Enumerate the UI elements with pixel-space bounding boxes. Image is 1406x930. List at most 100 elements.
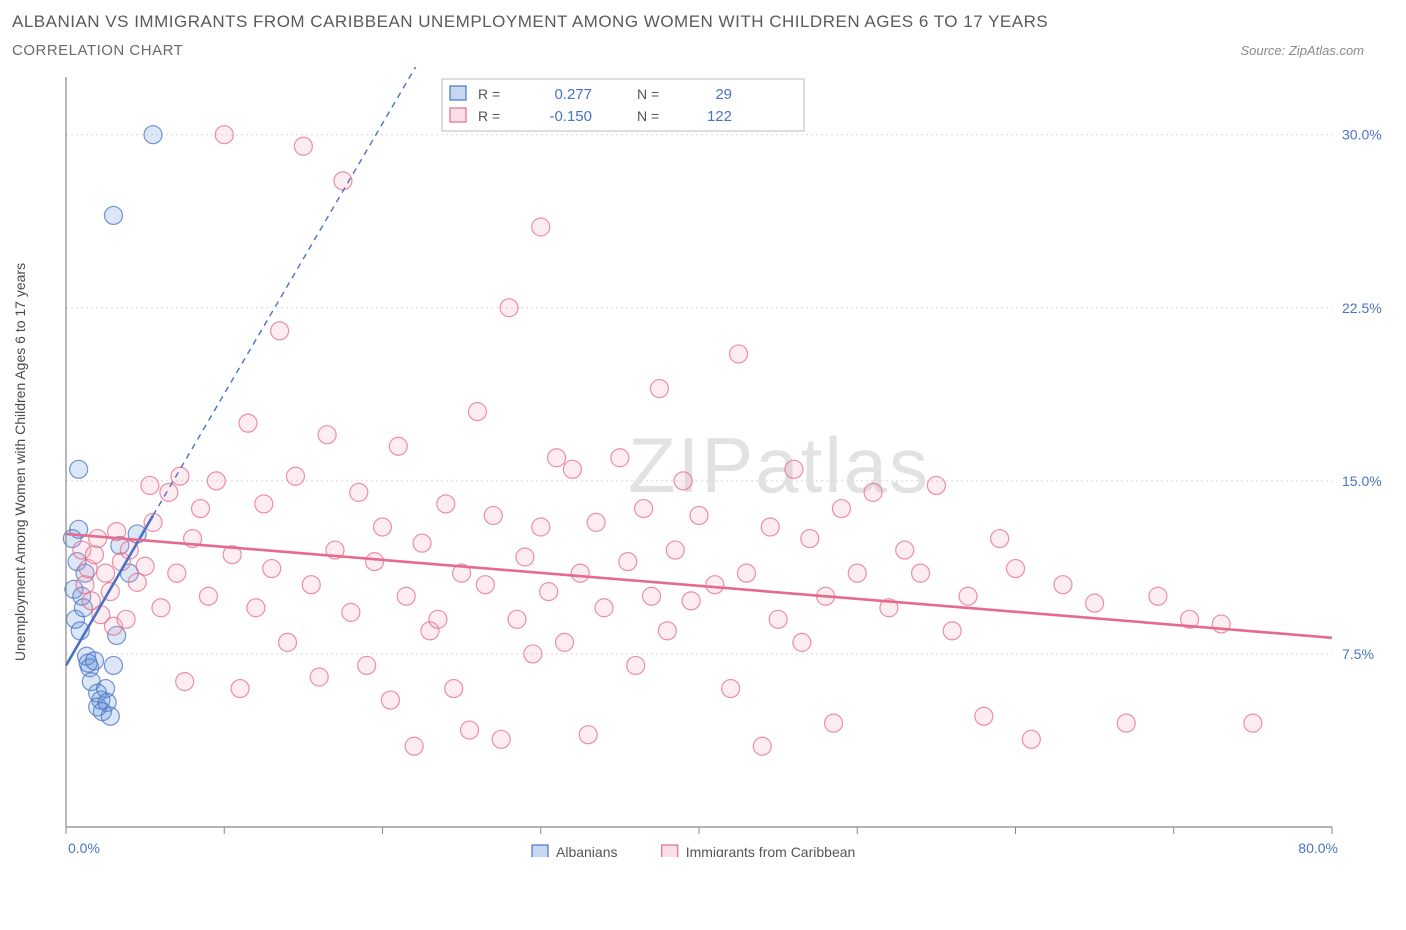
chart-container: Unemployment Among Women with Children A… [42,67,1394,857]
scatter-point [563,460,581,478]
scatter-point [239,414,257,432]
scatter-point [1117,714,1135,732]
scatter-point [168,564,186,582]
scatter-point [595,599,613,617]
scatter-point [207,472,225,490]
scatter-point [476,576,494,594]
scatter-point [500,299,518,317]
chart-subtitle: CORRELATION CHART [12,42,183,59]
y-axis-label: Unemployment Among Women with Children A… [12,263,28,661]
scatter-point [1007,560,1025,578]
scatter-point [286,467,304,485]
scatter-point [152,599,170,617]
scatter-point [358,656,376,674]
scatter-point [350,483,368,501]
scatter-point [650,380,668,398]
scatter-point [730,345,748,363]
scatter-point [1022,730,1040,748]
scatter-point [943,622,961,640]
y-tick-label: 15.0% [1342,473,1382,489]
scatter-point [366,553,384,571]
scatter-point [611,449,629,467]
x-tick-label: 80.0% [1298,840,1338,856]
scatter-point [555,633,573,651]
scatter-point [141,476,159,494]
scatter-point [302,576,320,594]
scatter-point [247,599,265,617]
scatter-point [89,530,107,548]
stats-swatch [450,86,466,100]
scatter-point [199,587,217,605]
scatter-point [896,541,914,559]
scatter-point [101,707,119,725]
legend-swatch [662,845,678,857]
scatter-point [437,495,455,513]
scatter-point [722,680,740,698]
scatter-point [959,587,977,605]
scatter-point [294,137,312,155]
scatter-point [848,564,866,582]
scatter-point [825,714,843,732]
scatter-point [255,495,273,513]
scatter-point [117,610,135,628]
scatter-point [975,707,993,725]
scatter-point [579,726,597,744]
scatter-point [263,560,281,578]
scatter-point [912,564,930,582]
scatter-point [160,483,178,501]
scatter-point [587,513,605,531]
scatter-point [271,322,289,340]
scatter-point [76,576,94,594]
scatter-point [1244,714,1262,732]
scatter-point [85,546,103,564]
x-tick-label: 0.0% [68,840,100,856]
stats-n-value: 29 [715,86,732,103]
y-tick-label: 7.5% [1342,646,1374,662]
scatter-point [405,737,423,755]
legend-swatch [532,845,548,857]
scatter-point [342,603,360,621]
scatter-point [674,472,692,490]
scatter-point [128,573,146,591]
scatter-point [666,541,684,559]
scatter-point [532,218,550,236]
scatter-point [310,668,328,686]
scatter-point [785,460,803,478]
scatter-point [389,437,407,455]
scatter-point [991,530,1009,548]
scatter-point [690,506,708,524]
stats-swatch [450,108,466,122]
scatter-point [769,610,787,628]
scatter-point [864,483,882,501]
stats-r-value: -0.150 [549,108,592,125]
stats-r-value: 0.277 [554,86,592,103]
scatter-point [192,500,210,518]
scatter-point [508,610,526,628]
trendline [66,534,1332,638]
scatter-point [279,633,297,651]
scatter-point [1149,587,1167,605]
y-tick-label: 22.5% [1342,300,1382,316]
legend-label: Immigrants from Caribbean [686,844,856,857]
scatter-point [801,530,819,548]
watermark: ZIPatlas [628,421,930,509]
stats-r-label: R = [478,86,500,102]
chart-title: ALBANIAN VS IMMIGRANTS FROM CARIBBEAN UN… [12,12,1394,32]
scatter-point [658,622,676,640]
scatter-point [176,673,194,691]
scatter-point [97,564,115,582]
scatter-point [548,449,566,467]
scatter-point [540,583,558,601]
scatter-point [737,564,755,582]
scatter-point [70,460,88,478]
scatter-point [104,206,122,224]
scatter-point [832,500,850,518]
stats-r-label: R = [478,108,500,124]
scatter-point [484,506,502,524]
scatter-point [627,656,645,674]
scatter-point [381,691,399,709]
scatter-point [761,518,779,536]
scatter-point [682,592,700,610]
scatter-point [215,126,233,144]
scatter-point [532,518,550,536]
